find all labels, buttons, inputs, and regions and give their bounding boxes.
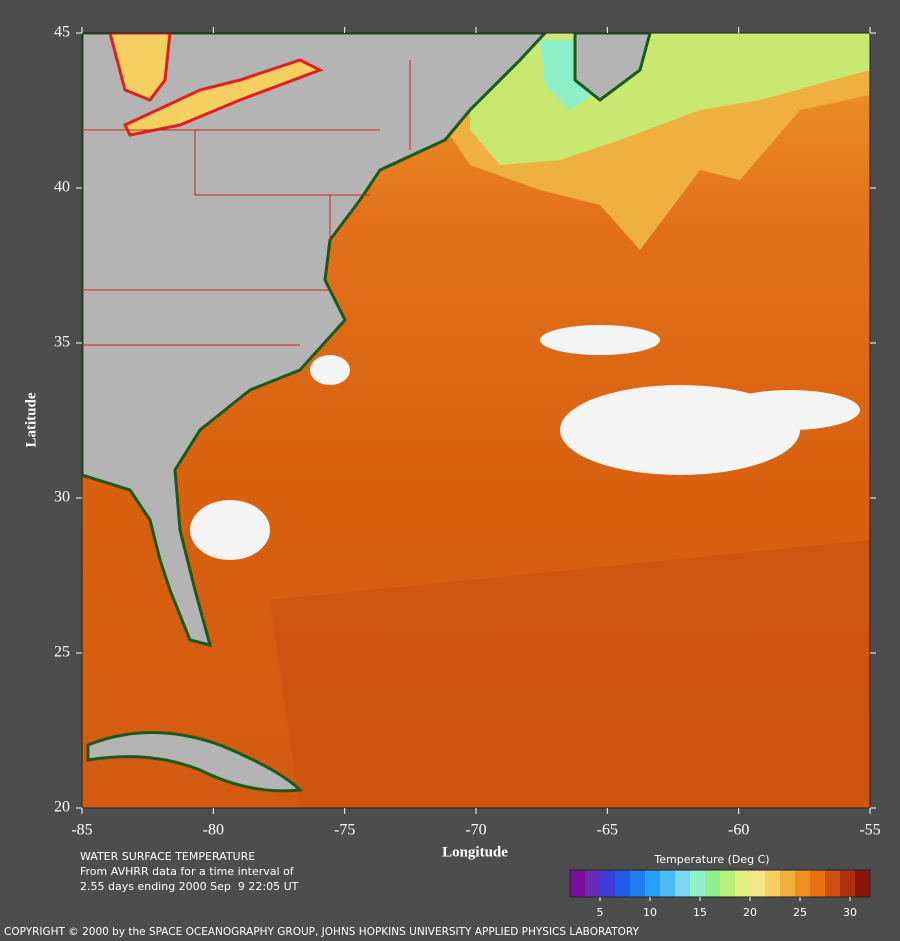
colorbar-cell [780,870,796,897]
great-lakes [108,33,324,137]
generated: -85 -80 -75 -70 -65 -60 -55 20 25 30 35 40 45 5 10 15 20… [54,24,881,919]
x-tick-label: -60 [728,822,749,839]
colorbar-tick-label: 5 [597,906,604,919]
y-axis-label: Latitude [23,392,39,447]
colorbar-cell [630,870,646,897]
y-tick-label: 25 [54,644,70,661]
cuba [86,731,304,793]
cloud [190,500,270,560]
colorbar-cell [855,870,871,897]
map-image [82,33,870,808]
x-axis-label: Longitude [442,844,508,860]
caption-title: WATER SURFACE TEMPERATURE [80,850,255,863]
colorbar-cell [690,870,706,897]
cloud [310,355,350,385]
colorbar-cell [660,870,676,897]
x-tick-label: -65 [597,822,618,839]
x-tick-label: -70 [465,822,486,839]
colorbar-cell [645,870,661,897]
caption-line: 2.55 days ending 2000 Sep 9 22:05 UT [80,880,299,893]
x-tick-label: -85 [71,822,92,839]
north-america [82,33,548,648]
cloud [540,325,660,355]
colorbar-cell [735,870,751,897]
colorbar-cell [720,870,736,897]
colorbar-cell [600,870,616,897]
colorbar-cell [750,870,766,897]
colorbar-tick-label: 10 [643,906,657,919]
colorbar-frame [569,869,871,898]
y-tick-label: 30 [54,489,70,506]
y-tick-label: 35 [54,334,70,351]
colorbar-cell [840,870,856,897]
y-tick-label: 45 [54,24,70,41]
colorbar-tick-label: 30 [843,906,857,919]
colorbar-cell [705,870,721,897]
copyright: COPYRIGHT © 2000 by the SPACE OCEANOGRAP… [4,926,639,938]
colorbar-cell [585,870,601,897]
y-tick-label: 20 [54,799,70,816]
colorbar-cell [825,870,841,897]
colorbar-tick-label: 25 [793,906,807,919]
colorbar-cell [675,870,691,897]
x-tick-label: -55 [859,822,880,839]
clouds [190,325,860,560]
caption-line: From AVHRR data for a time interval of [80,865,295,878]
colorbar-cell [795,870,811,897]
colorbar-cell [765,870,781,897]
nova-scotia [573,33,652,102]
state-borders [82,60,411,346]
x-tick-label: -75 [334,822,355,839]
colorbar-title: Temperature (Deg C) [653,853,769,866]
colorbar-cell [810,870,826,897]
colorbar-cell [615,870,631,897]
y-tick-label: 40 [54,179,70,196]
cloud [720,390,860,430]
colorbar-tick-label: 20 [743,906,757,919]
colorbar-cell [570,870,586,897]
colorbar-tick-label: 15 [693,906,707,919]
x-tick-label: -80 [203,822,224,839]
warm-core [270,540,870,808]
